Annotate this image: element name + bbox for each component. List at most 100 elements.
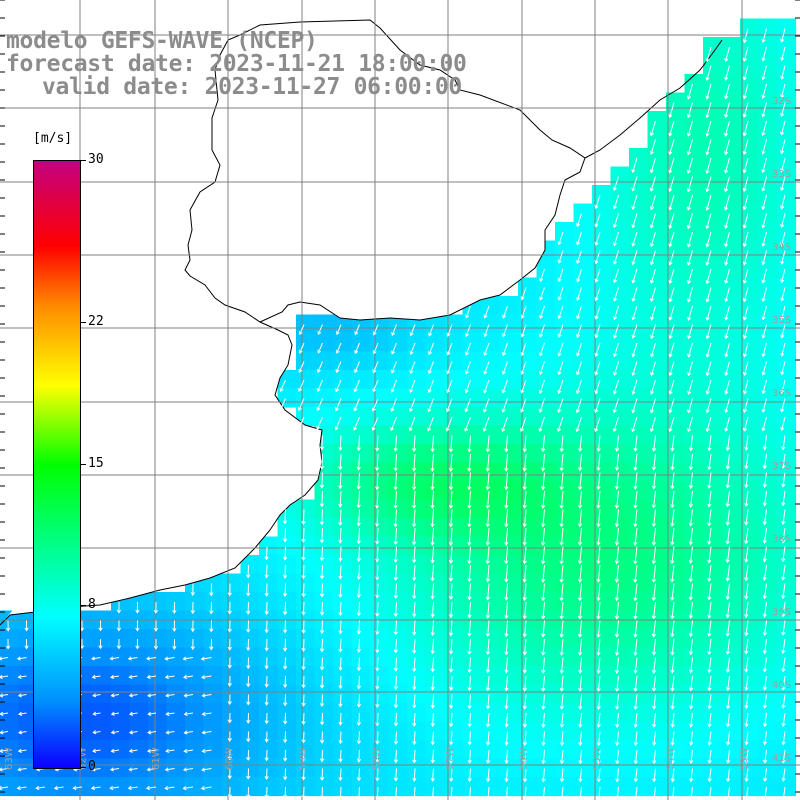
wind-arrow-shaft xyxy=(669,324,675,339)
wind-speed-cell xyxy=(148,647,168,667)
wind-arrow-shaft xyxy=(690,546,693,564)
wind-arrow-head xyxy=(541,723,546,728)
wind-arrow-shaft xyxy=(505,509,508,527)
colorbar-tick-label: 15 xyxy=(88,455,104,471)
wind-arrow-head xyxy=(183,748,188,754)
wind-speed-cell xyxy=(370,536,390,556)
wind-arrow-head xyxy=(522,597,527,602)
wind-arrow-head xyxy=(412,613,417,618)
wind-arrow-shaft xyxy=(762,324,767,339)
wind-arrow-head xyxy=(338,539,343,544)
wind-arrow-shaft xyxy=(616,490,619,508)
wind-speed-cell xyxy=(610,462,630,482)
wind-arrow-shaft xyxy=(579,638,582,656)
wind-speed-cell xyxy=(573,240,593,260)
wind-arrow-shaft xyxy=(93,694,101,697)
colorbar-tick-mark xyxy=(80,160,86,161)
wind-speed-cell xyxy=(684,555,704,575)
wind-speed-cell xyxy=(740,203,760,223)
wind-arrow-shaft xyxy=(669,102,675,118)
wind-arrow-shaft xyxy=(764,453,767,469)
wind-arrow-shaft xyxy=(92,749,101,752)
wind-arrow-head xyxy=(780,57,785,62)
wind-arrow-head xyxy=(448,467,454,472)
wind-arrow-head xyxy=(575,371,581,376)
wind-arrow-shaft xyxy=(650,398,656,413)
wind-arrow-head xyxy=(375,740,380,745)
wind-arrow-shaft xyxy=(376,675,379,689)
wind-speed-cell xyxy=(518,758,538,778)
wind-speed-cell xyxy=(425,462,445,482)
wind-arrow-shaft xyxy=(762,416,767,431)
wind-arrow-shaft xyxy=(579,786,582,800)
wind-arrow-head xyxy=(744,446,749,451)
wind-speed-cell xyxy=(647,703,667,723)
wind-speed-cell xyxy=(407,740,427,760)
wind-arrow-head xyxy=(448,448,454,453)
wind-arrow-head xyxy=(98,627,103,632)
wind-arrow-head xyxy=(724,427,729,433)
wind-arrow-shaft xyxy=(616,712,619,728)
wind-arrow-head xyxy=(541,741,546,747)
wind-arrow-shaft xyxy=(745,768,749,782)
wind-speed-cell xyxy=(647,111,667,131)
wind-arrow-head xyxy=(393,558,398,563)
wind-speed-cell xyxy=(740,18,760,38)
wind-arrow-head xyxy=(780,94,785,99)
wind-arrow-shaft xyxy=(524,694,527,709)
wind-arrow-head xyxy=(464,370,469,375)
wind-arrow-shaft xyxy=(484,324,490,337)
wind-arrow-head xyxy=(319,739,325,744)
wind-speed-cell xyxy=(666,536,686,556)
wind-speed-cell xyxy=(333,684,353,704)
wind-arrow-head xyxy=(596,760,601,765)
wind-arrow-shaft xyxy=(431,546,434,563)
wind-arrow-head xyxy=(448,577,454,582)
latitude-label: 34S xyxy=(772,242,791,253)
wind-speed-cell xyxy=(573,351,593,371)
wind-speed-cell xyxy=(536,555,556,575)
wind-arrow-shaft xyxy=(650,231,656,247)
wind-arrow-shaft xyxy=(183,786,194,789)
wind-arrow-shaft xyxy=(579,712,582,728)
wind-speed-cell xyxy=(777,111,797,131)
wind-speed-cell xyxy=(0,647,20,667)
wind-arrow-shaft xyxy=(148,712,157,715)
wind-arrow-shaft xyxy=(431,435,434,452)
wind-arrow-shaft xyxy=(632,379,638,394)
wind-speed-cell xyxy=(740,425,760,445)
wind-arrow-shaft xyxy=(505,620,508,637)
wind-arrow-head xyxy=(670,615,675,620)
wind-arrow-head xyxy=(631,242,636,247)
wind-arrow-shaft xyxy=(410,342,416,355)
wind-arrow-shaft xyxy=(745,675,749,691)
wind-arrow-shaft xyxy=(743,416,749,432)
wind-speed-cell xyxy=(721,629,741,649)
wind-arrow-head xyxy=(742,409,748,414)
wind-speed-cell xyxy=(370,721,390,741)
wind-speed-cell xyxy=(536,296,556,316)
wind-arrow-head xyxy=(91,656,96,661)
wind-speed-cell xyxy=(629,684,649,704)
wind-arrow-shaft xyxy=(781,324,786,338)
wind-speed-cell xyxy=(314,388,334,408)
wind-arrow-shaft xyxy=(762,398,767,413)
wind-speed-cell xyxy=(277,758,297,778)
wind-arrow-shaft xyxy=(166,712,175,715)
wind-speed-cell xyxy=(721,129,741,149)
wind-arrow-shaft xyxy=(708,749,712,764)
wind-speed-cell xyxy=(388,536,408,556)
wind-arrow-head xyxy=(5,645,11,650)
wind-arrow-shaft xyxy=(690,768,693,782)
wind-speed-cell xyxy=(388,684,408,704)
wind-arrow-shaft xyxy=(576,379,582,394)
longitude-label: 63W xyxy=(4,747,15,770)
wind-arrow-shaft xyxy=(468,527,471,545)
wind-arrow-head xyxy=(631,334,636,339)
wind-arrow-head xyxy=(725,668,731,674)
wind-speed-cell xyxy=(277,777,297,797)
wind-arrow-shaft xyxy=(505,601,508,619)
wind-speed-cell xyxy=(481,518,501,538)
wind-speed-cell xyxy=(740,777,760,797)
wind-arrow-shaft xyxy=(616,601,619,619)
